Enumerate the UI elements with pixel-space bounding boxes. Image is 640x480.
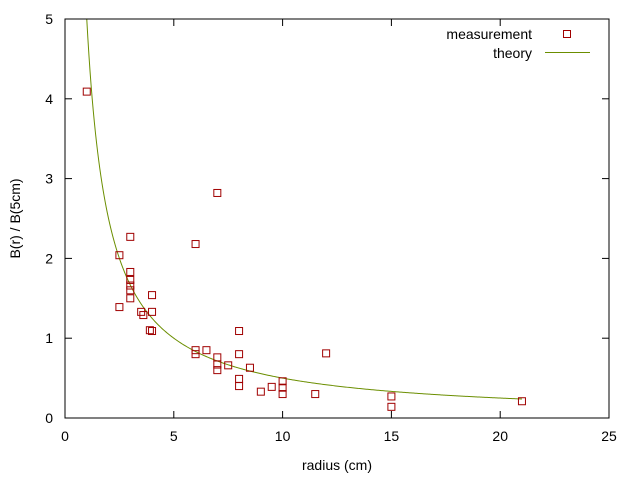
measurement-point (235, 382, 244, 391)
measurement-point (126, 294, 135, 303)
measurement-point (213, 366, 222, 375)
measurement-point (82, 87, 91, 96)
axis-ticks: 0 5 10 15 20 25 0 1 2 3 4 5 (45, 11, 617, 444)
plot-frame (64, 18, 610, 419)
measurement-point (126, 275, 135, 284)
measurement-point (224, 361, 233, 370)
x-tick-label: 5 (170, 428, 178, 444)
measurement-point (145, 326, 154, 335)
measurement-point (235, 374, 244, 383)
measurement-point (126, 281, 135, 290)
y-axis-label: B(r) / B(5cm) (7, 178, 23, 258)
legend-swatch-measurement (563, 30, 571, 38)
y-tick-label: 5 (45, 11, 53, 27)
legend: measurement theory (446, 26, 590, 61)
measurement-point (213, 188, 222, 197)
measurement-point (213, 360, 222, 369)
measurement-point (126, 286, 135, 295)
legend-label-measurement: measurement (446, 26, 532, 42)
measurement-point (126, 267, 135, 276)
x-axis-label: radius (cm) (302, 457, 372, 473)
theory-curve-layer (86, 18, 522, 400)
y-tick-label: 2 (45, 250, 53, 266)
measurement-point (267, 382, 276, 391)
y-tick-label: 3 (45, 171, 53, 187)
measurement-point (191, 240, 200, 249)
measurement-point (235, 327, 244, 336)
measurement-point (256, 387, 265, 396)
measurement-point (278, 390, 287, 399)
measurement-point (311, 390, 320, 399)
measurement-point (245, 363, 254, 372)
y-tick-label: 4 (45, 91, 53, 107)
x-tick-label: 10 (275, 428, 291, 444)
measurement-point (278, 383, 287, 392)
measurement-point (322, 349, 331, 358)
x-tick-label: 20 (492, 428, 508, 444)
y-tick-label: 1 (45, 330, 53, 346)
measurement-points-layer (82, 87, 526, 411)
measurement-point (115, 303, 124, 312)
x-tick-label: 25 (601, 428, 617, 444)
measurement-point (387, 392, 396, 401)
measurement-point (235, 350, 244, 359)
y-tick-label: 0 (45, 410, 53, 426)
measurement-point (517, 397, 526, 406)
x-tick-label: 15 (384, 428, 400, 444)
measurement-point (148, 291, 157, 300)
measurement-point (387, 402, 396, 411)
measurement-point (191, 350, 200, 359)
measurement-point (139, 311, 148, 320)
measurement-point (278, 377, 287, 386)
measurement-point (202, 346, 211, 355)
x-tick-label: 0 (61, 428, 69, 444)
measurement-point (115, 251, 124, 260)
legend-label-theory: theory (493, 45, 532, 61)
measurement-point (126, 232, 135, 241)
measurement-point (148, 307, 157, 316)
theory-line (86, 18, 522, 400)
measurement-point (148, 327, 157, 336)
